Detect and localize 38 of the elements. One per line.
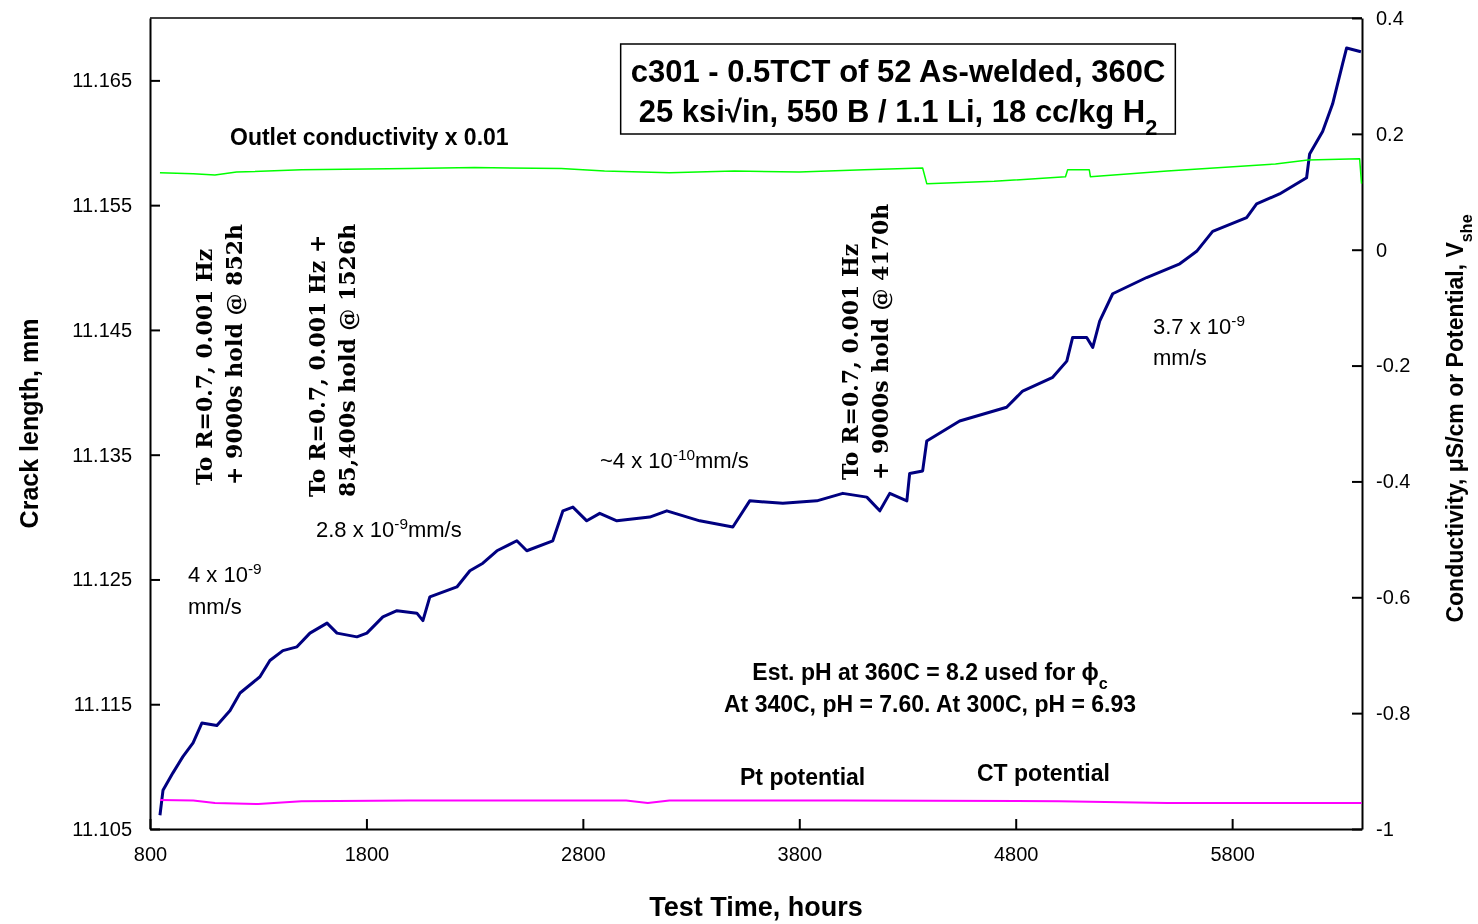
y-tick-label: 11.105 — [72, 817, 132, 840]
annotation: To R=0.7, 0.001 Hz + 9000s hold @ 4170h — [837, 203, 893, 480]
text: 3.7 x 10$^{-9}$ mm/s — [1153, 311, 1245, 370]
line-series — [159, 158, 1363, 185]
y-tick-label: 11.165 — [72, 69, 132, 92]
text: 4 x 10$^{-9}$ mm/s — [188, 559, 262, 619]
annotation: Est. pH at 360C = 8.2 used for ϕ$_{c}$ At 340C, pH = 7.60. At 300C, pH = 6.93 — [723, 659, 1137, 717]
y2-tick-label: 0.4 — [1376, 6, 1404, 29]
y2-tick-label: -0.8 — [1376, 702, 1411, 725]
annotation: To R=0.7, 0.001 Hz + 9000s hold @ 852h — [191, 223, 247, 485]
y2-tick-label: 0.2 — [1376, 122, 1404, 145]
x-tick-label: 5800 — [1210, 843, 1255, 866]
x-tick-label: 2800 — [561, 843, 606, 866]
series-label: Outlet conductivity x 0.01 — [230, 124, 509, 150]
y2-tick-label: -1 — [1376, 817, 1394, 840]
series-label: Pt potential — [740, 764, 866, 790]
annotation: CT potential — [977, 760, 1110, 786]
line-series — [158, 46, 1363, 817]
x-tick-label: 3800 — [777, 843, 823, 866]
y2-tick-label: -0.2 — [1376, 354, 1411, 377]
annotation: 2.8 x 10$^{-9}$mm/s — [316, 514, 462, 542]
x-axis-title: Test Time, hours — [649, 892, 863, 922]
x-tick-label: 800 — [133, 843, 168, 866]
annotation: To R=0.7, 0.001 Hz + 85,400s hold @ 1526h — [304, 223, 360, 497]
text: 25 ksi√in, 550 B / 1.1 Li, 18 cc/kg H$_{2}$ — [638, 94, 1158, 140]
y-axis-title: Crack length, mm — [15, 318, 43, 529]
text: c301 - 0.5TCT of 52 As-welded, 360C — [630, 54, 1166, 89]
y2-tick-label: -0.4 — [1376, 470, 1411, 493]
y2-tick-label: 0 — [1376, 238, 1388, 261]
y-tick-label: 11.135 — [72, 443, 132, 466]
y-tick-label: 11.125 — [72, 568, 132, 591]
y-tick-label: 11.145 — [72, 318, 132, 341]
x-tick-label: 4800 — [993, 843, 1039, 866]
y-tick-label: 11.155 — [72, 194, 132, 217]
x-tick-label: 1800 — [344, 843, 390, 866]
y2-tick-label: -0.6 — [1376, 586, 1411, 609]
y-tick-label: 11.115 — [73, 693, 132, 716]
annotation: ~4 x 10$^{-10}$mm/s — [600, 445, 749, 473]
